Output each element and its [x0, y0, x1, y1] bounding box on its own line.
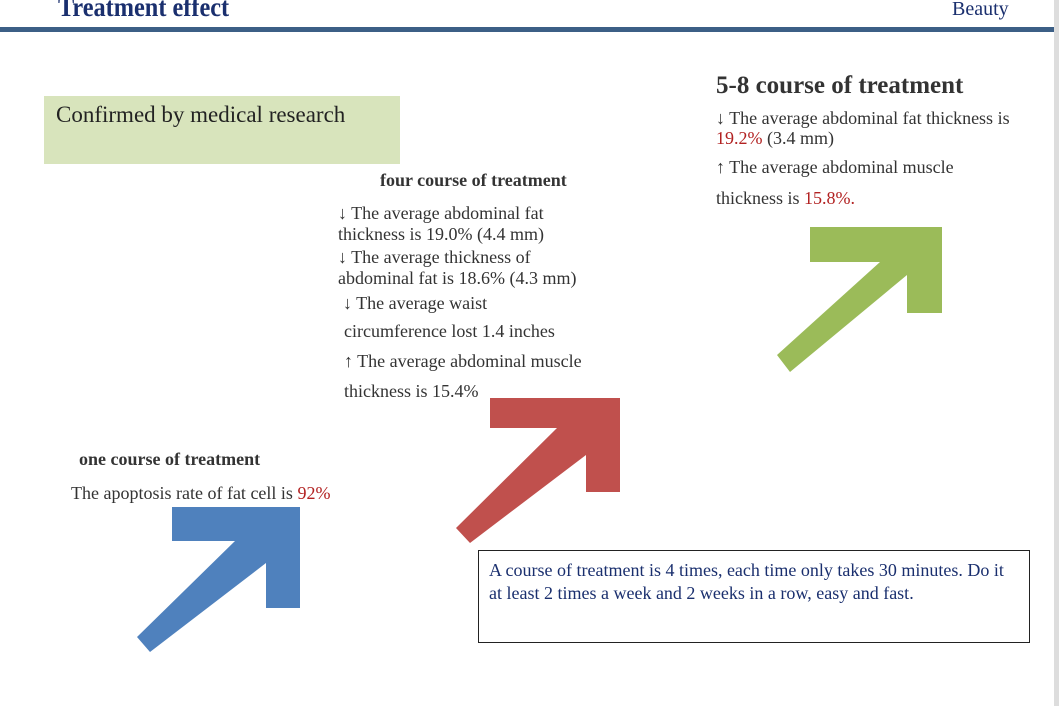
four-course-heading: four course of treatment	[380, 170, 567, 190]
scrollbar[interactable]	[1054, 0, 1059, 706]
blue-arrow-icon	[137, 507, 300, 652]
four-line-1: ↓ The average abdominal fat thickness is…	[338, 203, 544, 244]
five-eight-line-2: ↑ The average abdominal muscle	[716, 157, 954, 177]
green-arrow-icon	[777, 227, 942, 372]
four-line-4: circumference lost 1.4 inches	[344, 321, 555, 341]
one-course-text: The apoptosis rate of fat cell is 92%	[71, 483, 331, 503]
red-arrow-icon	[456, 398, 620, 543]
logo: Beauty	[952, 0, 1009, 20]
five-eight-heading: 5-8 course of treatment	[716, 72, 964, 99]
header-rule	[0, 27, 1054, 32]
confirmed-badge: Confirmed by medical research	[44, 96, 400, 164]
one-course-heading: one course of treatment	[79, 449, 261, 469]
page-title: Treatment effect	[58, 0, 230, 22]
five-eight-line-3: thickness is 15.8%.	[716, 188, 855, 208]
four-line-3: ↓ The average waist	[343, 293, 488, 313]
four-line-5: ↑ The average abdominal muscle	[344, 351, 582, 371]
five-eight-line-1: ↓ The average abdominal fat thickness is…	[716, 108, 1010, 148]
four-line-2: ↓ The average thickness of abdominal fat…	[338, 247, 577, 288]
four-line-6: thickness is 15.4%	[344, 381, 479, 401]
note-box: A course of treatment is 4 times, each t…	[478, 550, 1030, 643]
